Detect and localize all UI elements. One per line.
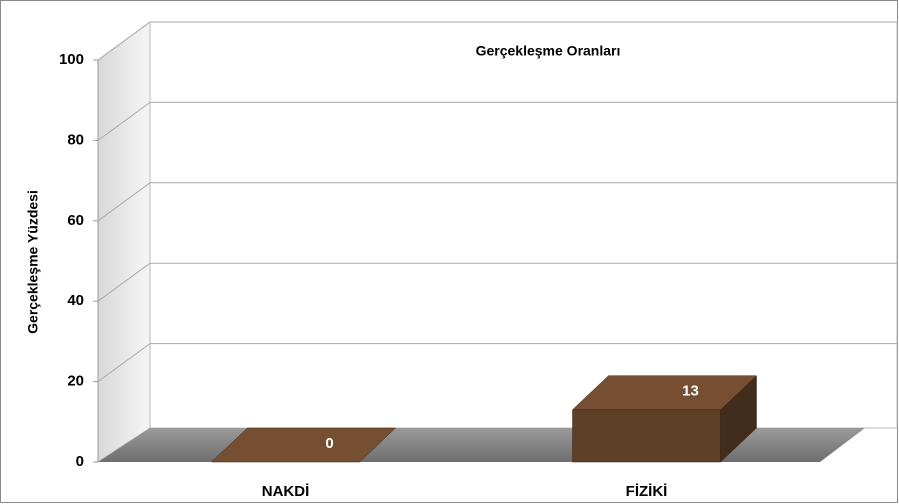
- grid-line: [97, 182, 151, 222]
- side-wall: [97, 21, 151, 463]
- y-tick-label: 80: [67, 131, 84, 148]
- chart-title: Gerçekleşme Oranları: [476, 43, 621, 59]
- grid-line: [97, 343, 151, 383]
- y-tick-label: 100: [59, 51, 84, 68]
- bar: [210, 427, 397, 463]
- value-label: 0: [325, 435, 333, 452]
- grid-line: [97, 21, 151, 61]
- y-tick-label: 60: [67, 212, 84, 229]
- y-tick-label: 20: [67, 373, 84, 390]
- value-label: 13: [682, 383, 699, 400]
- grid-line: [97, 101, 151, 141]
- bar-front: [572, 409, 721, 463]
- bar: [571, 375, 758, 463]
- back-wall: [149, 21, 898, 429]
- bar-top: [571, 375, 758, 410]
- y-axis-title: Gerçekleşme Yüzdesi: [25, 190, 41, 334]
- grid-line: [97, 262, 151, 302]
- x-tick-label: FİZİKİ: [626, 483, 668, 500]
- y-tick-label: 0: [76, 453, 84, 470]
- bar-top: [210, 427, 397, 463]
- x-tick-label: NAKDİ: [262, 483, 310, 500]
- y-tick-label: 40: [67, 292, 84, 309]
